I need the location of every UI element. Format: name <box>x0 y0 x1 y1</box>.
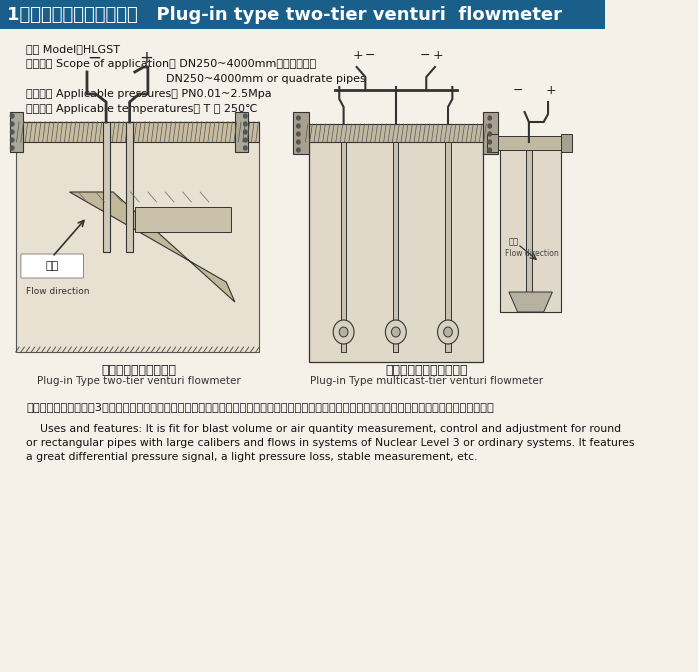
Text: 插入式多点文丘利流量计: 插入式多点文丘利流量计 <box>385 364 468 377</box>
Circle shape <box>297 132 300 136</box>
Bar <box>126 122 133 252</box>
Bar <box>487 134 498 152</box>
Text: or rectangular pipes with large calibers and flows in systems of Nuclear Level 3: or rectangular pipes with large calibers… <box>26 438 634 448</box>
Text: 型号 Model：HLGST: 型号 Model：HLGST <box>26 44 120 54</box>
Circle shape <box>10 146 14 150</box>
Text: 适用温度 Applicable temperatures： T ＜ 250℃: 适用温度 Applicable temperatures： T ＜ 250℃ <box>26 104 258 114</box>
Text: 适用压力 Applicable pressures： PN0.01~2.5Mpa: 适用压力 Applicable pressures： PN0.01~2.5Mpa <box>26 89 272 99</box>
Bar <box>393 142 399 352</box>
Circle shape <box>244 130 247 134</box>
Text: Flow direction: Flow direction <box>26 287 89 296</box>
Bar <box>526 150 531 312</box>
Circle shape <box>488 124 491 128</box>
Bar <box>341 142 346 352</box>
Text: 流向: 流向 <box>45 261 59 271</box>
Circle shape <box>488 148 491 152</box>
Text: −: − <box>512 84 523 97</box>
Text: 1、插入式双文丘利流量计   Plug-in type two-tier venturi  flowmeter: 1、插入式双文丘利流量计 Plug-in type two-tier ventu… <box>7 6 562 24</box>
Circle shape <box>438 320 459 344</box>
Text: +: + <box>353 49 364 62</box>
Circle shape <box>488 116 491 120</box>
Circle shape <box>333 320 354 344</box>
Bar <box>445 142 451 352</box>
FancyBboxPatch shape <box>0 0 604 29</box>
Text: a great differential pressure signal, a light pressure loss, stable measurement,: a great differential pressure signal, a … <box>26 452 477 462</box>
Text: 流向: 流向 <box>509 237 519 247</box>
Bar <box>561 134 572 152</box>
Bar <box>235 112 248 152</box>
Text: −: − <box>87 49 101 67</box>
Bar <box>309 132 483 362</box>
Circle shape <box>488 132 491 136</box>
Polygon shape <box>70 192 235 302</box>
Text: +: + <box>545 84 556 97</box>
Bar <box>10 112 24 152</box>
Circle shape <box>244 122 247 126</box>
Text: Uses and features: It is fit for blast volume or air quantity measurement, contr: Uses and features: It is fit for blast v… <box>26 424 621 434</box>
Bar <box>103 122 110 252</box>
Bar <box>500 142 561 312</box>
Circle shape <box>488 140 491 144</box>
Polygon shape <box>509 292 552 312</box>
Text: +: + <box>432 49 443 62</box>
Bar <box>15 122 259 142</box>
Bar <box>304 124 487 142</box>
Text: −: − <box>419 49 430 62</box>
Circle shape <box>444 327 452 337</box>
Circle shape <box>10 114 14 118</box>
Text: Plug-in Type multicast-tier venturi flowmeter: Plug-in Type multicast-tier venturi flow… <box>310 376 543 386</box>
FancyBboxPatch shape <box>21 254 84 278</box>
Text: Flow direction: Flow direction <box>505 249 558 259</box>
Circle shape <box>297 124 300 128</box>
Text: +: + <box>139 49 153 67</box>
Circle shape <box>339 327 348 337</box>
Bar <box>483 112 498 154</box>
Text: DN250~4000mm or quadrate pipes: DN250~4000mm or quadrate pipes <box>26 74 366 84</box>
Circle shape <box>385 320 406 344</box>
Text: 用途及特点：适用于核3级及一般系统的大管径、大流量圆管或矩形管道中的风量测量，控制和调节。它具有差压信号大、压力损失小、测量稳定等特点。: 用途及特点：适用于核3级及一般系统的大管径、大流量圆管或矩形管道中的风量测量，控… <box>26 402 494 412</box>
Circle shape <box>244 146 247 150</box>
Bar <box>293 112 309 154</box>
Circle shape <box>297 116 300 120</box>
Circle shape <box>10 122 14 126</box>
Text: Plug-in Type two-tier venturi flowmeter: Plug-in Type two-tier venturi flowmeter <box>37 376 241 386</box>
Circle shape <box>297 140 300 144</box>
Bar <box>135 207 230 232</box>
Text: 插入式双文丘利流量计: 插入式双文丘利流量计 <box>102 364 177 377</box>
Bar <box>496 136 565 150</box>
Circle shape <box>297 148 300 152</box>
Circle shape <box>244 114 247 118</box>
Circle shape <box>392 327 400 337</box>
Circle shape <box>10 130 14 134</box>
Circle shape <box>244 138 247 142</box>
Text: 适用范围 Scope of application： DN250~4000mm圆管或矩形管: 适用范围 Scope of application： DN250~4000mm圆… <box>26 59 316 69</box>
Bar <box>15 122 259 352</box>
Circle shape <box>10 138 14 142</box>
Text: −: − <box>364 49 375 62</box>
